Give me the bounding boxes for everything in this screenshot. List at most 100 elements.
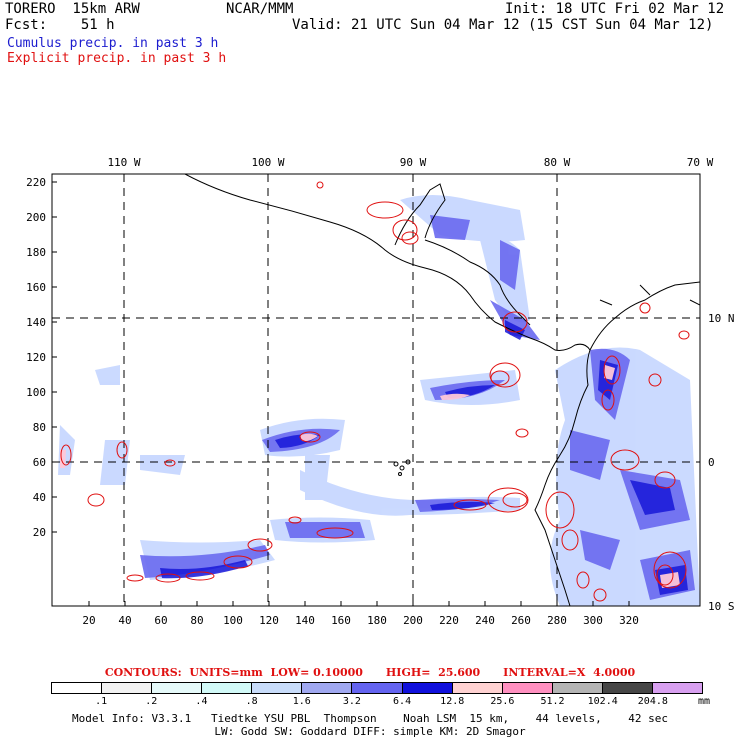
- contour: [60, 444, 72, 466]
- shade-region: [430, 501, 495, 510]
- shade-region: [660, 572, 680, 588]
- legend-swatch: [402, 683, 453, 693]
- contour: [299, 431, 321, 443]
- map-frame: [51, 173, 701, 607]
- longitude-label: 100 W: [251, 156, 284, 169]
- y-tick-label: 60: [33, 456, 46, 469]
- legend-swatch: [152, 683, 203, 693]
- contour: [247, 538, 273, 552]
- contour: [545, 491, 575, 529]
- coastline-islands: [599, 284, 700, 306]
- contour: [487, 487, 529, 513]
- y-tick-label: 160: [26, 281, 46, 294]
- legend-label: 1.6: [292, 696, 311, 707]
- y-tick-label: 80: [33, 421, 46, 434]
- x-tick-label: 280: [547, 614, 567, 627]
- galapagos-islands: [393, 459, 411, 476]
- longitude-label: 90 W: [400, 156, 427, 169]
- coastline-colombia-north: [589, 281, 700, 351]
- latitude-label: 0: [708, 456, 715, 469]
- x-tick-label: 20: [82, 614, 95, 627]
- shade-region: [490, 300, 540, 340]
- shade-region: [140, 455, 185, 475]
- contour: [610, 449, 640, 471]
- contour: [316, 181, 324, 189]
- contour: [656, 564, 674, 586]
- field-title-cumulus: Cumulus precip. in past 3 h: [7, 36, 219, 51]
- forecast-hour: Fcst: 51 h: [5, 17, 115, 33]
- shade-region: [604, 365, 615, 380]
- precip-shading-layer: [58, 195, 700, 606]
- contour: [453, 499, 487, 511]
- x-tick-label: 260: [511, 614, 531, 627]
- legend-swatch: [52, 683, 103, 693]
- x-tick-label: 220: [439, 614, 459, 627]
- legend-label: 51.2: [540, 696, 565, 707]
- shade-region: [300, 470, 520, 516]
- coastlines: [184, 174, 700, 606]
- y-tick-label: 120: [26, 351, 46, 364]
- y-tick-label: 220: [26, 176, 46, 189]
- contour: [164, 459, 176, 467]
- contour: [87, 493, 105, 507]
- latitude-label: 10 N: [708, 312, 735, 325]
- shade-region: [430, 215, 470, 240]
- explicit-precip-contours: [60, 181, 690, 602]
- legend-label: .2: [145, 696, 158, 707]
- contour: [288, 516, 302, 524]
- x-tick-label: 120: [259, 614, 279, 627]
- legend-swatch: [452, 683, 503, 693]
- legend-swatch: [202, 683, 253, 693]
- model-info-line2: LW: Godd SW: Goddard DIFF: simple KM: 2D…: [214, 725, 526, 738]
- contour: [490, 370, 510, 386]
- x-tick-label: 200: [403, 614, 423, 627]
- legend-label: 6.4: [393, 696, 412, 707]
- contours-info: CONTOURS: UNITS=mm LOW= 0.10000 HIGH= 25…: [104, 666, 636, 679]
- shade-region: [285, 522, 365, 538]
- legend-label: 25.6: [490, 696, 515, 707]
- y-tick-label: 100: [26, 386, 46, 399]
- contour: [502, 492, 528, 508]
- contour: [576, 571, 590, 589]
- shade-region: [400, 195, 525, 242]
- legend-swatch: [602, 683, 653, 693]
- x-tick-label: 320: [619, 614, 639, 627]
- legend-label: .8: [245, 696, 258, 707]
- contour: [316, 527, 354, 539]
- model-info-line1: Model Info: V3.3.1 Tiedtke YSU PBL Thomp…: [71, 712, 669, 725]
- shade-region: [500, 240, 520, 290]
- longitude-label: 110 W: [107, 156, 140, 169]
- shade-region: [305, 455, 330, 500]
- legend-swatch: [502, 683, 553, 693]
- coastline-mexico-pacific: [184, 174, 591, 351]
- legend-label: 204.8: [637, 696, 668, 707]
- legend-label: 102.4: [587, 696, 618, 707]
- contour: [392, 219, 418, 241]
- y-tick-label: 140: [26, 316, 46, 329]
- init-time: Init: 18 UTC Fri 02 Mar 12: [505, 1, 725, 17]
- shade-region: [440, 393, 470, 400]
- legend-unit: mm: [698, 696, 711, 707]
- legend-swatch: [652, 683, 703, 693]
- shade-region: [630, 480, 675, 515]
- legend-swatch: [102, 683, 153, 693]
- valid-time: Valid: 21 UTC Sun 04 Mar 12 (15 CST Sun …: [292, 17, 714, 33]
- contour: [126, 574, 144, 582]
- legend-swatch: [252, 683, 303, 693]
- x-tick-label: 40: [118, 614, 131, 627]
- field-title-explicit: Explicit precip. in past 3 h: [7, 51, 227, 66]
- longitude-label: 70 W: [687, 156, 714, 169]
- shade-region: [300, 433, 318, 442]
- organization-label: NCAR/MMM: [226, 1, 294, 17]
- x-tick-label: 240: [475, 614, 495, 627]
- contour: [603, 355, 621, 385]
- contour: [489, 362, 521, 388]
- shade-region: [570, 430, 610, 480]
- legend-swatch: [302, 683, 353, 693]
- contour: [116, 441, 128, 459]
- y-tick-label: 20: [33, 526, 46, 539]
- contour: [593, 588, 607, 602]
- contour: [654, 471, 676, 489]
- longitude-label: 80 W: [544, 156, 571, 169]
- shade-region: [95, 365, 120, 385]
